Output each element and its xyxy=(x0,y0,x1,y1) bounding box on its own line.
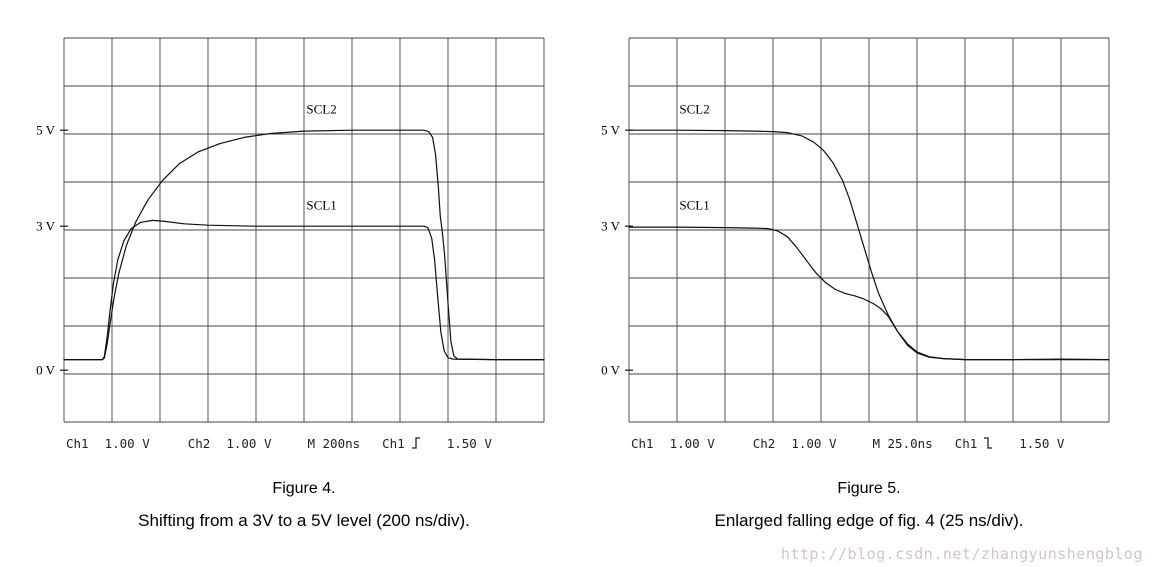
scope-readout-fig5: Ch1 1.00 V Ch2 1.00 V M 25.0ns Ch1 1.50 V xyxy=(585,436,1115,454)
figure-5: 5 V 3 V 0 V SCL2 SCL1 Ch1 1.00 V Ch2 1.00 V M 25… xyxy=(585,30,1115,531)
watermark-url: http://blog.csdn.net/zhangyunshengblog xyxy=(780,545,1143,563)
trigger-source: Ch1 xyxy=(954,436,978,451)
trigger-level: 1.50 V xyxy=(446,436,492,451)
svg-text:5 V: 5 V xyxy=(36,123,56,138)
figure-4-label: Figure 4. xyxy=(272,480,336,497)
figure-5-label: Figure 5. xyxy=(837,480,901,497)
figure-4-caption: Shifting from a 3V to a 5V level (200 ns… xyxy=(138,511,470,530)
svg-text:0 V: 0 V xyxy=(601,363,621,378)
ch2-label: Ch2 xyxy=(752,436,776,451)
timebase: M 25.0ns xyxy=(872,436,933,451)
timebase: M 200ns xyxy=(307,436,361,451)
figure-5-caption: Enlarged falling edge of fig. 4 (25 ns/d… xyxy=(714,511,1024,530)
scope-plot-fig5: 5 V 3 V 0 V SCL2 SCL1 xyxy=(601,37,1110,423)
svg-text:5 V: 5 V xyxy=(601,123,621,138)
svg-text:0 V: 0 V xyxy=(36,363,56,378)
ch2-scale: 1.00 V xyxy=(791,436,837,451)
rising-edge-trigger-icon xyxy=(411,436,421,453)
svg-text:3 V: 3 V xyxy=(601,219,621,234)
figure-4-captions: Figure 4. Shifting from a 3V to a 5V lev… xyxy=(64,480,544,531)
trigger-level: 1.50 V xyxy=(1019,436,1065,451)
falling-edge-trigger-icon xyxy=(983,436,993,453)
oscilloscope-screen-fig4: 5 V 3 V 0 V SCL2 SCL1 Ch1 1.00 V Ch2 1.00 V M 20… xyxy=(20,30,550,454)
svg-text:SCL1: SCL1 xyxy=(306,197,336,212)
ch1-scale: 1.00 V xyxy=(104,436,150,451)
svg-text:SCL1: SCL1 xyxy=(679,197,709,212)
ch2-scale: 1.00 V xyxy=(226,436,272,451)
ch1-label: Ch1 xyxy=(631,436,654,451)
svg-text:SCL2: SCL2 xyxy=(306,101,336,116)
ch1-scale: 1.00 V xyxy=(669,436,715,451)
figure-4: 5 V 3 V 0 V SCL2 SCL1 Ch1 1.00 V Ch2 1.00 V M 20… xyxy=(20,30,550,531)
scope-readout-fig4: Ch1 1.00 V Ch2 1.00 V M 200ns Ch1 1.50 V xyxy=(20,436,550,454)
ch2-label: Ch2 xyxy=(187,436,211,451)
oscilloscope-screen-fig5: 5 V 3 V 0 V SCL2 SCL1 Ch1 1.00 V Ch2 1.00 V M 25… xyxy=(585,30,1115,454)
ch1-label: Ch1 xyxy=(66,436,89,451)
svg-text:SCL2: SCL2 xyxy=(679,101,709,116)
figure-5-captions: Figure 5. Enlarged falling edge of fig. … xyxy=(629,480,1109,531)
svg-text:3 V: 3 V xyxy=(36,219,56,234)
trigger-source: Ch1 xyxy=(382,436,405,451)
scope-plot-fig4: 5 V 3 V 0 V SCL2 SCL1 xyxy=(36,37,545,423)
